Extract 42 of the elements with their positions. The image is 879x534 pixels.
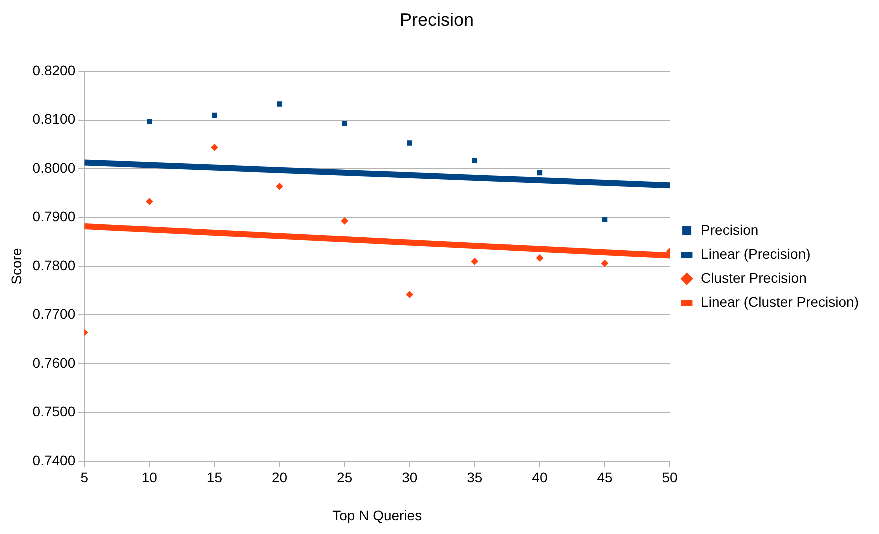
point xyxy=(537,170,543,176)
x-tick-label: 50 xyxy=(662,470,678,486)
x-tick-label: 35 xyxy=(467,470,483,486)
point xyxy=(406,291,414,298)
y-tick-label: 0.7500 xyxy=(32,404,76,420)
legend-label: Precision xyxy=(701,222,759,238)
point xyxy=(146,198,154,206)
legend-label: Cluster Precision xyxy=(701,270,807,286)
x-tick-label: 25 xyxy=(337,470,353,486)
point xyxy=(342,121,348,126)
x-tick-label: 30 xyxy=(402,470,418,486)
x-tick-label: 5 xyxy=(80,470,89,486)
point xyxy=(471,258,478,266)
y-tick-label: 0.7600 xyxy=(32,354,76,371)
x-axis-title: Top N Queries xyxy=(332,507,422,524)
y-tick-label: 0.7400 xyxy=(32,452,76,468)
y-tick-label: 0.7800 xyxy=(32,257,76,274)
y-tick-label: 0.8200 xyxy=(32,62,76,78)
legend-label: Linear (Precision) xyxy=(701,246,811,262)
point xyxy=(147,119,152,124)
point xyxy=(602,260,609,268)
point xyxy=(211,144,218,152)
point xyxy=(212,112,218,118)
x-tick-label: 15 xyxy=(206,470,223,486)
y-tick-label: 0.8100 xyxy=(32,111,76,128)
point xyxy=(277,102,282,107)
y-tick-label: 0.8000 xyxy=(32,160,76,176)
point xyxy=(276,183,284,190)
point xyxy=(602,217,608,222)
point xyxy=(536,254,544,262)
point xyxy=(472,158,478,164)
legend-label: Linear (Cluster Precision) xyxy=(701,294,860,310)
y-tick-label: 0.7700 xyxy=(32,306,76,322)
chart-title: Precision xyxy=(400,10,474,30)
x-tick-label: 10 xyxy=(142,470,158,486)
y-tick-label: 0.7900 xyxy=(32,208,76,225)
x-tick-label: 20 xyxy=(272,470,288,486)
x-tick-label: 45 xyxy=(597,470,614,486)
point xyxy=(341,218,348,225)
point xyxy=(407,140,412,146)
x-tick-label: 40 xyxy=(532,470,548,486)
y-axis-title: Score xyxy=(8,248,24,285)
